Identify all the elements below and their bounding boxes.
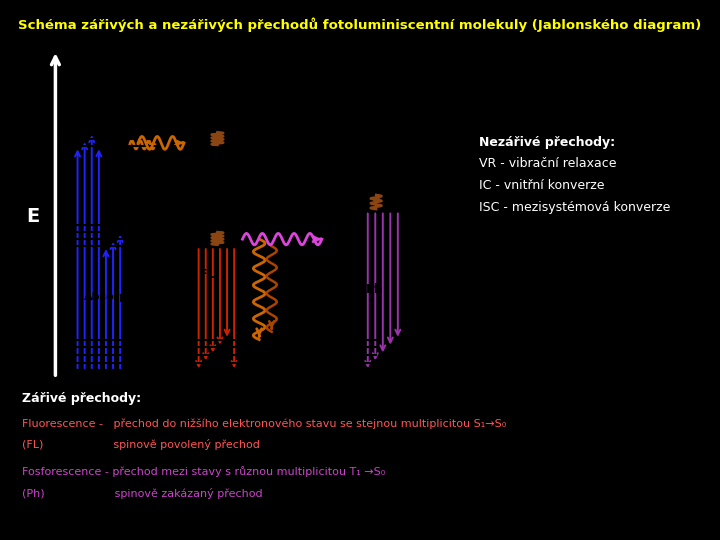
Text: Schéma zářivých a nezářivých přechodů fotoluminiscentní molekuly (Jablonského di: Schéma zářivých a nezářivých přechodů fo… [19, 17, 701, 32]
Text: ISC: ISC [255, 183, 275, 193]
Text: Fluorescence -   přechod do nižšího elektronového stavu se stejnou multiplicitou: Fluorescence - přechod do nižšího elektr… [22, 418, 506, 429]
Text: VR: VR [187, 69, 206, 82]
Text: S₁: S₁ [53, 236, 67, 249]
Text: S₀: S₀ [53, 375, 67, 388]
Text: S₂: S₂ [53, 137, 67, 150]
Text: IC: IC [117, 113, 130, 124]
Text: FL: FL [199, 268, 215, 281]
Text: Zářivé přechody:: Zářivé přechody: [22, 392, 140, 406]
Text: Absorption: Absorption [84, 292, 153, 302]
Text: Nezářivé přechody:: Nezářivé přechody: [479, 136, 615, 149]
Text: (Ph)                    spinově zakázaný přechod: (Ph) spinově zakázaný přechod [22, 488, 262, 499]
Text: E: E [26, 206, 39, 226]
Text: IC - vnitřní konverze: IC - vnitřní konverze [479, 179, 604, 192]
Text: VR - vibrační relaxace: VR - vibrační relaxace [479, 157, 616, 171]
Text: Fosforescence - přechod mezi stavy s různou multiplicitou T₁ →S₀: Fosforescence - přechod mezi stavy s růz… [22, 467, 385, 477]
Text: T₁: T₁ [438, 193, 453, 206]
Text: IC and EC: IC and EC [247, 271, 305, 280]
Text: (FL)                    spinově povolený přechod: (FL) spinově povolený přechod [22, 439, 259, 450]
Text: ISC - mezisystémová konverze: ISC - mezisystémová konverze [479, 200, 670, 214]
Text: Ph: Ph [366, 282, 384, 295]
